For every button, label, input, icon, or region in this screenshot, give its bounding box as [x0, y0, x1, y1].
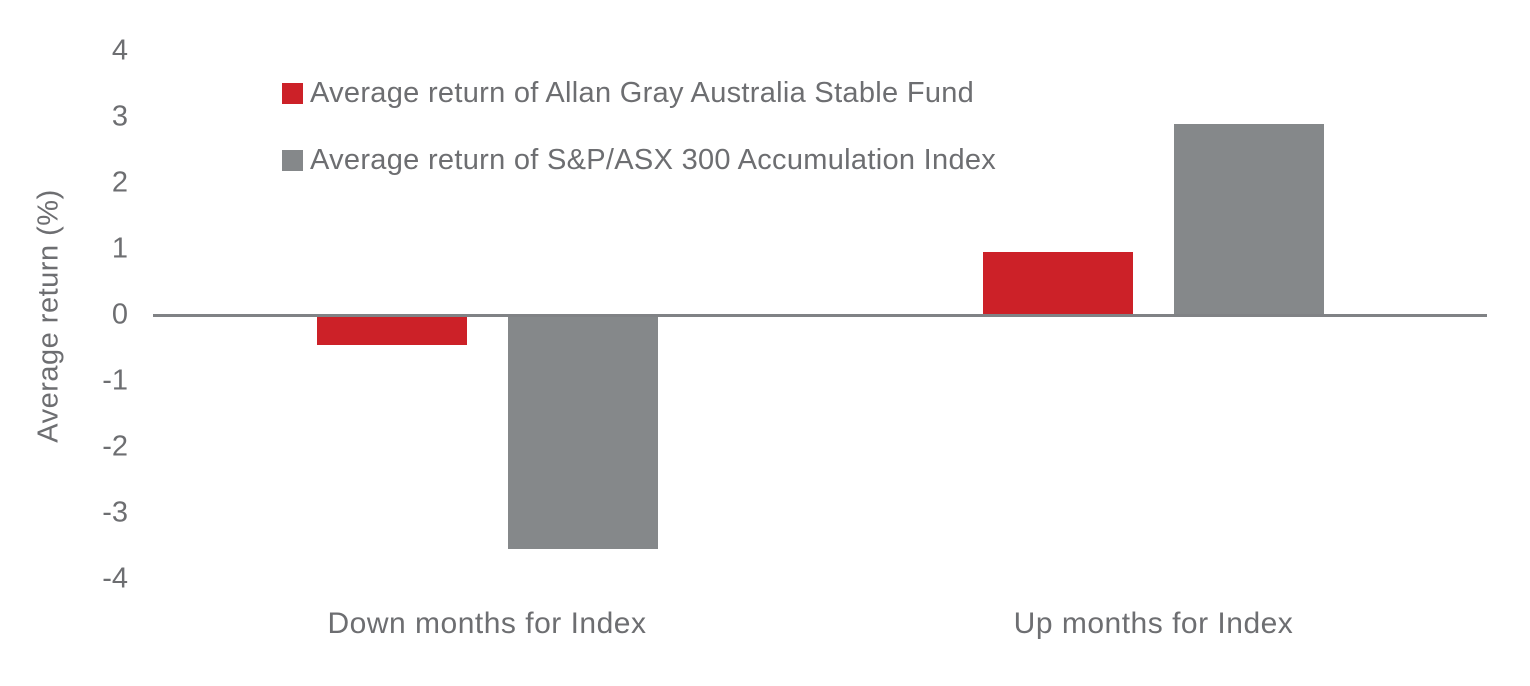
y-axis-tick-labels: 4 3 2 1 0 -1 -2 -3 -4 [0, 0, 128, 686]
bar-fund-down-months [316, 315, 467, 345]
category-label-up-months: Up months for Index [1013, 607, 1294, 640]
legend-swatch-asx-index-icon [282, 149, 303, 171]
legend-label-asx-index: Average return of S&P/ASX 300 Accumulati… [310, 143, 997, 176]
y-axis-tick-label: -1 [102, 364, 128, 397]
legend-swatch-stable-fund-icon [282, 82, 303, 104]
category-label-down-months: Down months for Index [327, 607, 647, 640]
y-axis-tick-label: 2 [111, 166, 128, 199]
legend-item-stable-fund: Average return of Allan Gray Australia S… [282, 78, 996, 107]
bar-index-up-months [1174, 123, 1324, 315]
y-axis-tick-label: 0 [111, 298, 128, 331]
legend-label-stable-fund: Average return of Allan Gray Australia S… [310, 76, 975, 109]
y-axis-tick-label: -2 [102, 430, 128, 463]
y-axis-tick-label: 4 [111, 34, 128, 67]
bar-index-down-months [507, 315, 658, 550]
x-axis-zero-line [153, 313, 1487, 317]
y-axis-tick-label: 3 [111, 100, 128, 133]
legend-item-asx-index: Average return of S&P/ASX 300 Accumulati… [282, 145, 996, 174]
bar-fund-up-months [983, 252, 1133, 315]
y-axis-tick-label: -3 [102, 496, 128, 529]
legend: Average return of Allan Gray Australia S… [282, 78, 996, 216]
y-axis-tick-label: -4 [102, 562, 128, 595]
y-axis-tick-label: 1 [111, 232, 128, 265]
